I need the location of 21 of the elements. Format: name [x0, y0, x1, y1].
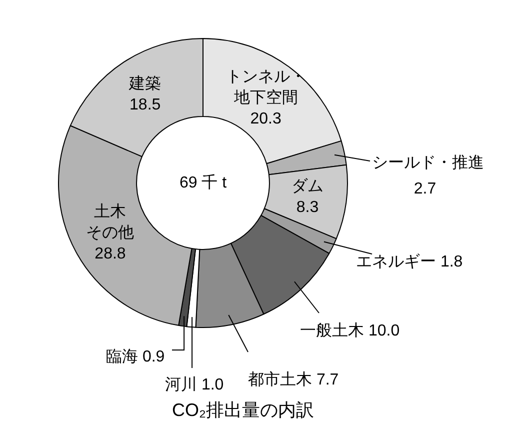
data-label: 18.5 — [130, 96, 161, 114]
slice-label: シールド・推進 — [372, 154, 484, 172]
text: CO₂排出量の内訳 — [172, 400, 314, 420]
slice-label: エネルギー — [356, 252, 436, 270]
data-label: 1.8 — [440, 253, 463, 270]
data-label: 8.3 — [296, 199, 319, 216]
data-label: 1.0 — [201, 376, 224, 394]
data-label: 0.9 — [142, 348, 165, 366]
slice-label: 河川 — [165, 375, 197, 394]
data-label: 7.7 — [316, 371, 339, 388]
slice-label: 都市土木 — [248, 370, 312, 388]
data-label: 2.7 — [414, 180, 436, 198]
data-label: 20.3 — [250, 110, 282, 128]
slice-label: 一般土木 — [300, 321, 364, 340]
slice-label: 建築 — [128, 74, 162, 93]
data-label: 28.8 — [94, 246, 126, 263]
slice-label: 土木その他 — [86, 202, 134, 242]
text: 69 千 t — [179, 173, 228, 192]
slice-label: ダム — [292, 178, 324, 196]
slice-label: 臨海 — [106, 348, 138, 366]
data-label: 10.0 — [368, 322, 400, 340]
